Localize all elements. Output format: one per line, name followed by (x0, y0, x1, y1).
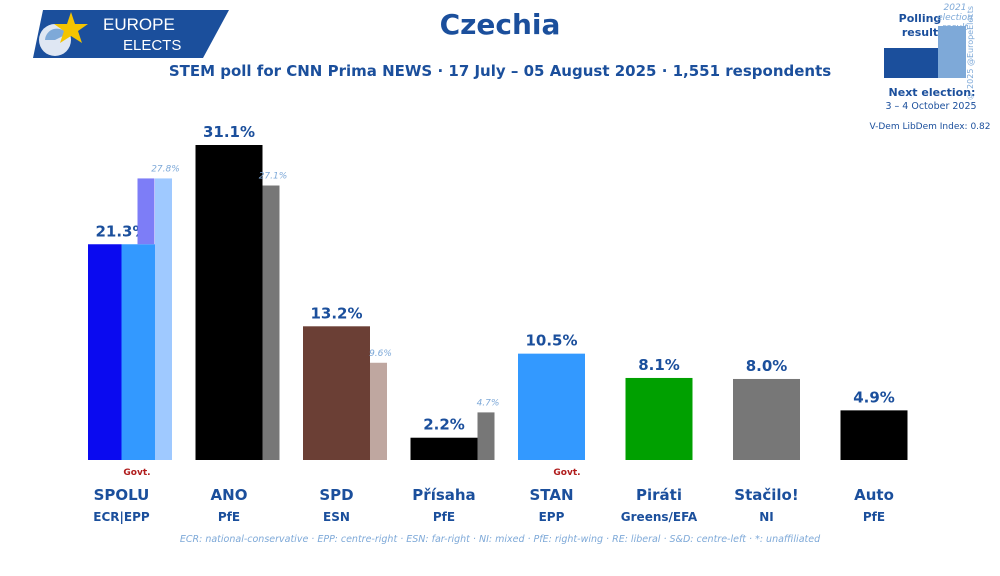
prev-value-label: 9.6% (369, 349, 392, 359)
category-label: Auto (854, 486, 894, 504)
prev-bar-spolu-secondary (137, 178, 155, 245)
group-label: EPP (539, 510, 565, 524)
prev-value-label: 27.8% (151, 164, 180, 174)
value-label: 8.0% (746, 357, 788, 375)
legend-election-swatch (938, 26, 966, 78)
bar-spd (303, 326, 370, 460)
page-subtitle: STEM poll for CNN Prima NEWS · 17 July –… (168, 62, 832, 80)
value-label: 4.9% (853, 388, 895, 406)
prev-bar-přísaha (477, 412, 495, 460)
category-label: SPOLU (94, 486, 150, 504)
brand-line2: ELECTS (123, 37, 181, 54)
category-label: Přísaha (412, 486, 475, 504)
bar-spolu (88, 244, 122, 460)
group-label: NI (759, 510, 774, 524)
legend-polling-label: Polling result (898, 12, 942, 39)
prev-bar-spolu (155, 178, 172, 460)
bar-přísaha (410, 437, 478, 460)
value-label: 2.2% (423, 416, 465, 434)
group-label: PfE (218, 510, 240, 524)
bar-auto (840, 410, 908, 460)
bar-stačilo! (733, 378, 800, 460)
group-label: Greens/EFA (621, 510, 698, 524)
bar-stan (518, 353, 585, 460)
prev-bar-ano (262, 185, 280, 460)
category-label: Piráti (636, 486, 682, 504)
footnote: ECR: national-conservative · EPP: centre… (179, 534, 821, 545)
category-label: SPD (319, 486, 353, 504)
group-label: ESN (323, 510, 350, 524)
prev-bar-spd (370, 362, 387, 460)
govt-label: Govt. (123, 468, 150, 478)
group-label: PfE (863, 510, 885, 524)
legend-election-label: 2021 election result (937, 3, 973, 33)
europe-elects-logo: EUROPE ELECTS (33, 10, 229, 58)
value-label: 13.2% (310, 304, 362, 322)
category-label: ANO (211, 486, 248, 504)
legend: Polling result 2021 election result Next… (860, 0, 1000, 140)
category-label: STAN (529, 486, 573, 504)
page-title: Czechia (439, 8, 561, 41)
brand-line1: EUROPE (103, 15, 175, 34)
bar-piráti (625, 377, 693, 460)
prev-value-label: 4.7% (477, 398, 500, 408)
value-label: 10.5% (525, 332, 577, 350)
prev-value-label: 27.1% (259, 172, 288, 182)
group-label: PfE (433, 510, 455, 524)
value-label: 8.1% (638, 356, 680, 374)
bar-ano (195, 145, 263, 460)
group-label: ECR|EPP (93, 510, 150, 524)
value-label: 21.3% (95, 222, 147, 240)
next-election-label: Next election: (888, 86, 976, 99)
vdem-index: V-Dem LibDem Index: 0.82 (869, 122, 991, 132)
next-election-date: 3 – 4 October 2025 (885, 101, 977, 112)
value-label: 31.1% (203, 123, 255, 141)
star-icon (54, 12, 88, 43)
bar-spolu-secondary (121, 244, 155, 460)
category-label: Stačilo! (734, 486, 798, 504)
govt-label: Govt. (553, 468, 580, 478)
